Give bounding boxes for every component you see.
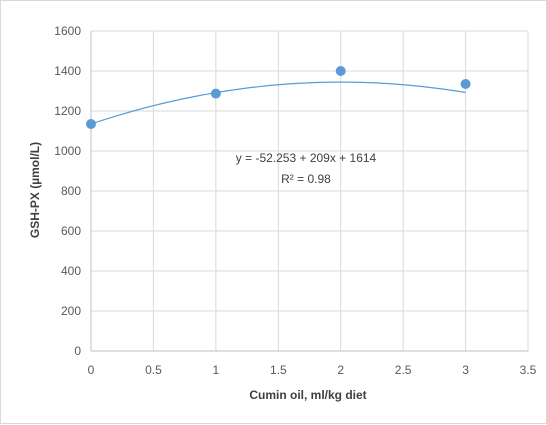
data-point <box>460 79 471 89</box>
x-tick-label: 0.5 <box>145 363 162 377</box>
y-tick-label: 200 <box>61 304 81 318</box>
x-tick-label: 3.5 <box>520 363 537 377</box>
trendline-layer <box>90 81 466 125</box>
data-points <box>86 66 471 129</box>
tick-labels: 0 200 400 600 800 1000 1200 1400 1600 0 0.5 1 1.5 2 2.… <box>54 24 536 377</box>
x-tick-label: 2.5 <box>395 363 412 377</box>
y-tick-label: 800 <box>61 184 81 198</box>
x-tick-label: 1 <box>213 363 220 377</box>
x-tick-label: 0 <box>88 363 95 377</box>
y-tick-label: 1000 <box>54 144 81 158</box>
x-tick-label: 2 <box>337 363 344 377</box>
x-axis-title: Cumin oil, ml/kg diet <box>249 388 366 402</box>
trendline-equation: y = -52.253 + 209x + 1614 <box>236 151 377 165</box>
y-tick-label: 600 <box>61 224 81 238</box>
y-tick-label: 1400 <box>54 64 81 78</box>
y-axis-title: GSH-PX (µmol/L) <box>28 142 42 238</box>
y-tick-label: 400 <box>61 264 81 278</box>
gridlines <box>91 30 529 351</box>
data-point <box>210 88 221 99</box>
trendline-curve <box>90 81 466 125</box>
data-point <box>335 66 346 76</box>
y-tick-label: 1600 <box>54 24 81 38</box>
y-tick-label: 0 <box>74 344 81 358</box>
x-tick-label: 1.5 <box>270 363 287 377</box>
x-tick-label: 3 <box>462 363 469 377</box>
data-point <box>86 119 96 129</box>
r-squared-label: R² = 0.98 <box>281 172 331 186</box>
axes <box>90 31 528 352</box>
y-tick-label: 1200 <box>54 104 81 118</box>
